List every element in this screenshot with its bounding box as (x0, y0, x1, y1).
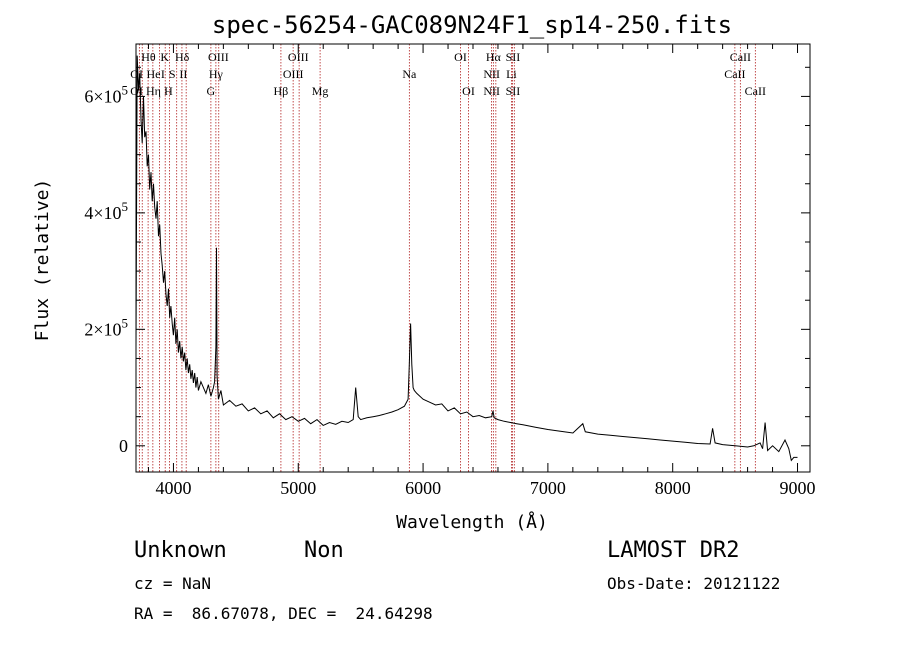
x-tick-label: 4000 (155, 478, 191, 498)
line-label: Hγ (209, 67, 224, 81)
object-subclass: Non (304, 538, 344, 563)
line-label: OIII (208, 50, 229, 64)
coordinates-text: RA = 86.67078, DEC = 24.64298 (134, 604, 433, 623)
line-label: G (207, 84, 216, 98)
x-tick-label: 8000 (655, 478, 691, 498)
line-label: NII (483, 84, 500, 98)
y-tick-label: 0 (119, 436, 128, 456)
plot-frame (135, 43, 811, 473)
line-label: OI (454, 50, 467, 64)
line-label: OIII (283, 67, 304, 81)
obs-date-text: Obs-Date: 20121122 (607, 574, 781, 593)
line-label: Li (506, 67, 517, 81)
line-label: CaII (730, 50, 751, 64)
line-label: II (179, 67, 187, 81)
line-label: Hδ (175, 50, 190, 64)
x-tick-label: 6000 (405, 478, 441, 498)
y-tick-label: 4×105 (84, 199, 128, 223)
line-label: I (161, 67, 165, 81)
line-label: He (146, 67, 160, 81)
y-tick-exponent: 5 (122, 82, 129, 97)
line-label: OIII (288, 50, 309, 64)
line-label: K (160, 50, 169, 64)
line-label: CaII (745, 84, 766, 98)
line-label: Na (402, 67, 417, 81)
x-tick-label: 7000 (530, 478, 566, 498)
y-axis: 0 2×105 4×105 6×105 (84, 66, 810, 456)
x-tick-label: 9000 (780, 478, 816, 498)
line-label: Hθ (141, 50, 156, 64)
plot-area (135, 43, 811, 473)
object-class: Unknown (134, 538, 227, 563)
y-axis-label: Flux (relative) (32, 179, 53, 342)
line-label: Hα (486, 50, 502, 64)
line-label: Hη (146, 84, 161, 98)
x-axis: 4000 5000 6000 7000 8000 9000 (147, 44, 816, 498)
line-label: OI (462, 84, 475, 98)
spectrum-line (135, 55, 798, 462)
line-label: SII (506, 84, 521, 98)
redshift-text: cz = NaN (134, 574, 212, 593)
y-tick-label: 6×105 (84, 82, 128, 106)
line-label: NII (483, 67, 500, 81)
x-tick-label: 5000 (280, 478, 316, 498)
y-tick-label: 2×105 (84, 315, 128, 339)
y-tick-exponent: 5 (122, 199, 129, 214)
chart-title: spec-56254-GAC089N24F1_sp14-250.fits (212, 11, 732, 39)
line-markers (138, 44, 756, 472)
line-label: H (164, 84, 173, 98)
y-tick-exponent: 5 (122, 315, 129, 330)
line-label: SII (506, 50, 521, 64)
line-label: Hβ (274, 84, 289, 98)
line-label: S (169, 67, 176, 81)
survey-label: LAMOST DR2 (607, 538, 740, 563)
x-axis-label: Wavelength (Å) (396, 511, 548, 533)
line-label: Mg (312, 84, 329, 98)
line-label: CaII (724, 67, 745, 81)
